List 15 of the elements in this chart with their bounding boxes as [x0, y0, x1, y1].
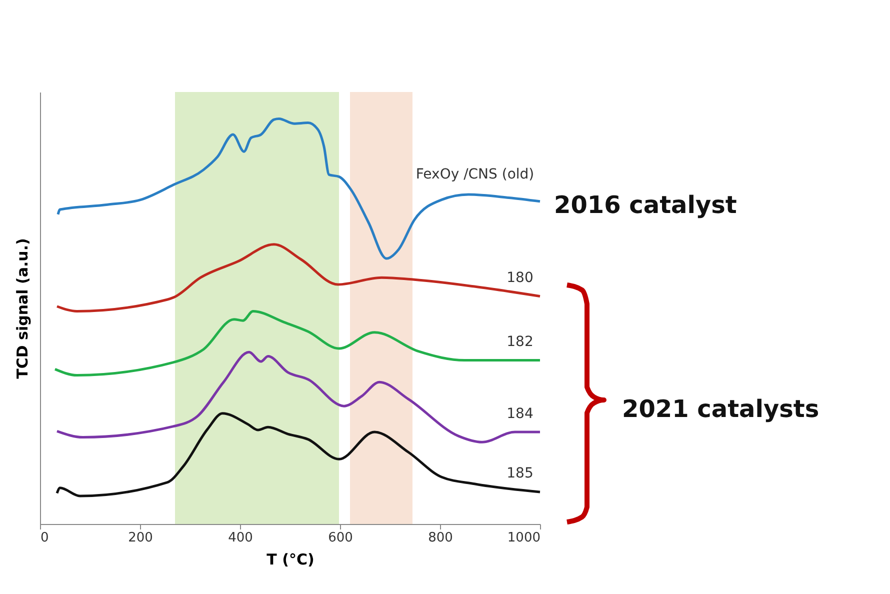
x-tick-label: 200 [128, 530, 153, 546]
x-tick-label: 800 [428, 530, 453, 546]
x-tick-label: 400 [228, 530, 253, 546]
series-label: 184 [506, 406, 534, 422]
series-label: FexOy /CNS (old) [416, 166, 534, 182]
x-tick-label: 600 [328, 530, 353, 546]
x-axis-title: T (°C) [266, 550, 314, 568]
series-label: 180 [506, 270, 534, 286]
series-label: 182 [506, 334, 534, 350]
text: 2021 catalysts [622, 395, 820, 423]
x-tick-label: 1000 [507, 530, 540, 546]
series-label: 185 [506, 466, 534, 482]
text: 2016 catalyst [554, 191, 737, 219]
y-axis-title: TCD signal (a.u.) [14, 238, 32, 379]
x-tick-label: 0 [40, 530, 49, 546]
